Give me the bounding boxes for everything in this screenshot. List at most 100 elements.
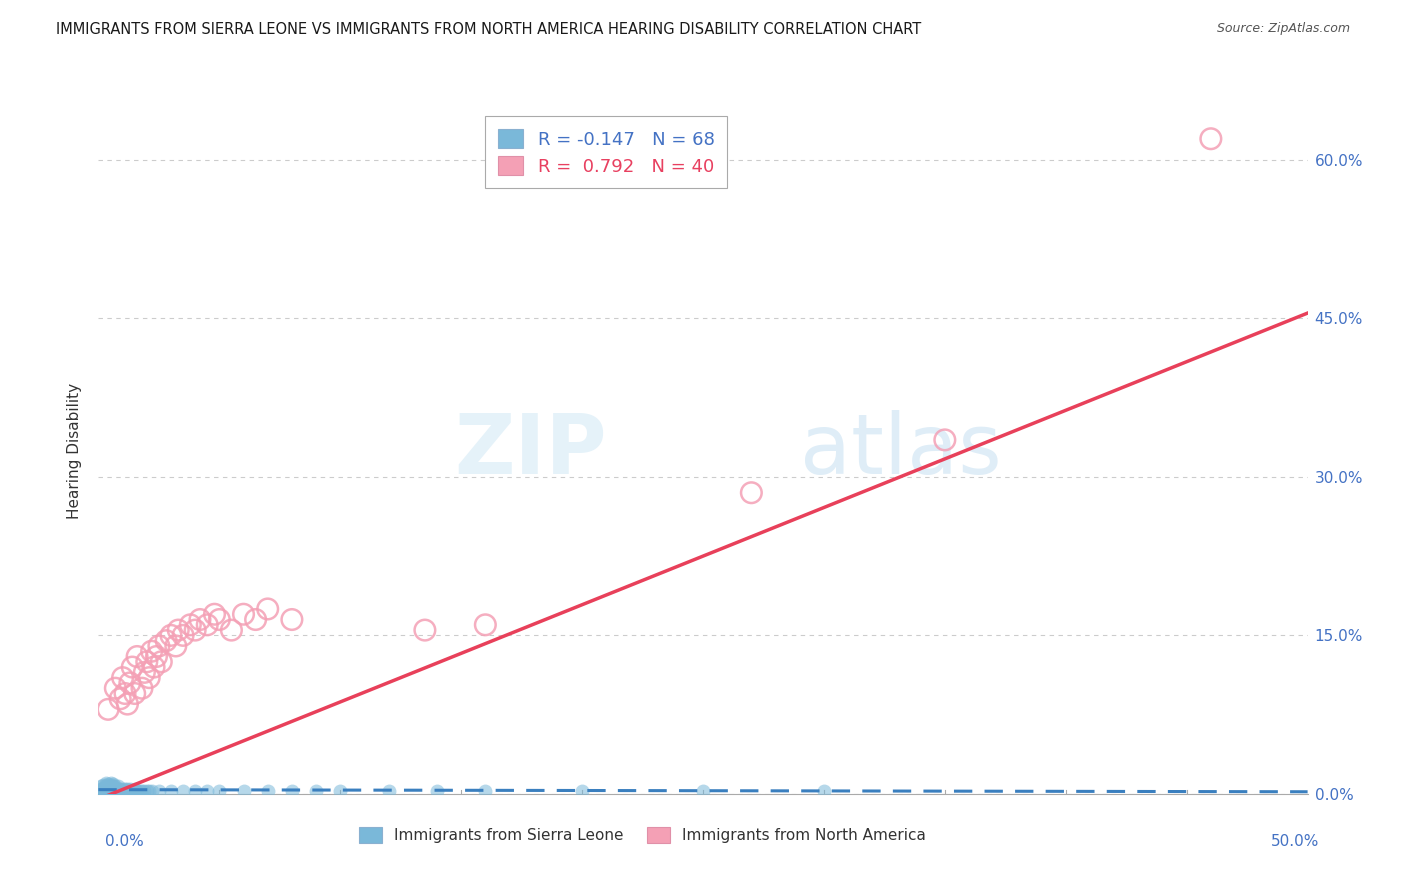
Point [118, 781, 141, 796]
Point [108, 781, 131, 796]
Point [813, 783, 835, 797]
Point [208, 613, 231, 627]
Point [195, 617, 218, 632]
Point [413, 623, 436, 637]
Point [160, 783, 183, 797]
Point [108, 691, 131, 706]
Point [143, 660, 166, 674]
Point [94, 780, 117, 795]
Point [97, 781, 120, 796]
Point [184, 783, 207, 797]
Point [934, 433, 956, 447]
Point [114, 686, 136, 700]
Point [117, 697, 139, 711]
Point [221, 623, 243, 637]
Point [104, 681, 127, 696]
Point [104, 781, 127, 796]
Point [101, 783, 124, 797]
Point [118, 676, 141, 690]
Point [167, 623, 190, 637]
Point [111, 783, 134, 797]
Point [90, 783, 112, 797]
Point [91, 780, 114, 795]
Point [165, 639, 187, 653]
Point [100, 781, 122, 796]
Point [121, 660, 143, 674]
Point [117, 781, 139, 796]
Point [155, 633, 177, 648]
Point [232, 783, 254, 797]
Point [138, 783, 160, 797]
Point [121, 783, 143, 797]
Point [114, 783, 136, 797]
Point [111, 671, 134, 685]
Point [124, 781, 146, 796]
Point [114, 781, 136, 796]
Point [90, 780, 112, 794]
Point [91, 781, 114, 796]
Point [172, 628, 194, 642]
Point [135, 783, 157, 797]
Point [101, 781, 124, 796]
Point [128, 783, 150, 797]
Text: 0.0%: 0.0% [105, 834, 145, 848]
Point [134, 665, 156, 680]
Point [305, 783, 328, 797]
Point [101, 777, 124, 791]
Point [97, 777, 120, 791]
Point [97, 783, 120, 797]
Point [208, 783, 231, 797]
Point [256, 783, 278, 797]
Point [124, 783, 146, 797]
Point [97, 780, 120, 794]
Point [172, 783, 194, 797]
Point [141, 644, 163, 658]
Point [150, 655, 173, 669]
Point [100, 780, 122, 795]
Point [94, 776, 117, 790]
Point [692, 783, 714, 797]
Text: atlas: atlas [800, 410, 1001, 491]
Point [107, 781, 129, 796]
Point [138, 671, 160, 685]
Point [91, 779, 114, 793]
Text: Source: ZipAtlas.com: Source: ZipAtlas.com [1216, 22, 1350, 36]
Point [124, 686, 146, 700]
Point [107, 783, 129, 797]
Point [108, 783, 131, 797]
Point [107, 780, 129, 794]
Point [94, 783, 117, 797]
Point [204, 607, 226, 622]
Point [184, 623, 207, 637]
Point [145, 649, 167, 664]
Point [245, 613, 267, 627]
Point [474, 617, 496, 632]
Point [91, 783, 114, 797]
Point [160, 628, 183, 642]
Point [100, 776, 122, 790]
Point [101, 780, 124, 794]
Point [104, 783, 127, 797]
Y-axis label: Hearing Disability: Hearing Disability [67, 383, 83, 518]
Point [141, 783, 163, 797]
Text: ZIP: ZIP [454, 410, 606, 491]
Point [118, 783, 141, 797]
Point [100, 779, 122, 793]
Point [100, 783, 122, 797]
Point [1199, 132, 1222, 146]
Point [104, 780, 127, 794]
Point [135, 655, 157, 669]
Point [740, 485, 762, 500]
Point [131, 783, 153, 797]
Point [188, 613, 211, 627]
Point [281, 613, 304, 627]
Text: IMMIGRANTS FROM SIERRA LEONE VS IMMIGRANTS FROM NORTH AMERICA HEARING DISABILITY: IMMIGRANTS FROM SIERRA LEONE VS IMMIGRAN… [56, 22, 921, 37]
Point [232, 607, 254, 622]
Point [148, 783, 170, 797]
Point [111, 781, 134, 796]
Point [426, 783, 449, 797]
Point [90, 781, 112, 796]
Point [148, 639, 170, 653]
Point [179, 617, 201, 632]
Point [127, 783, 149, 797]
